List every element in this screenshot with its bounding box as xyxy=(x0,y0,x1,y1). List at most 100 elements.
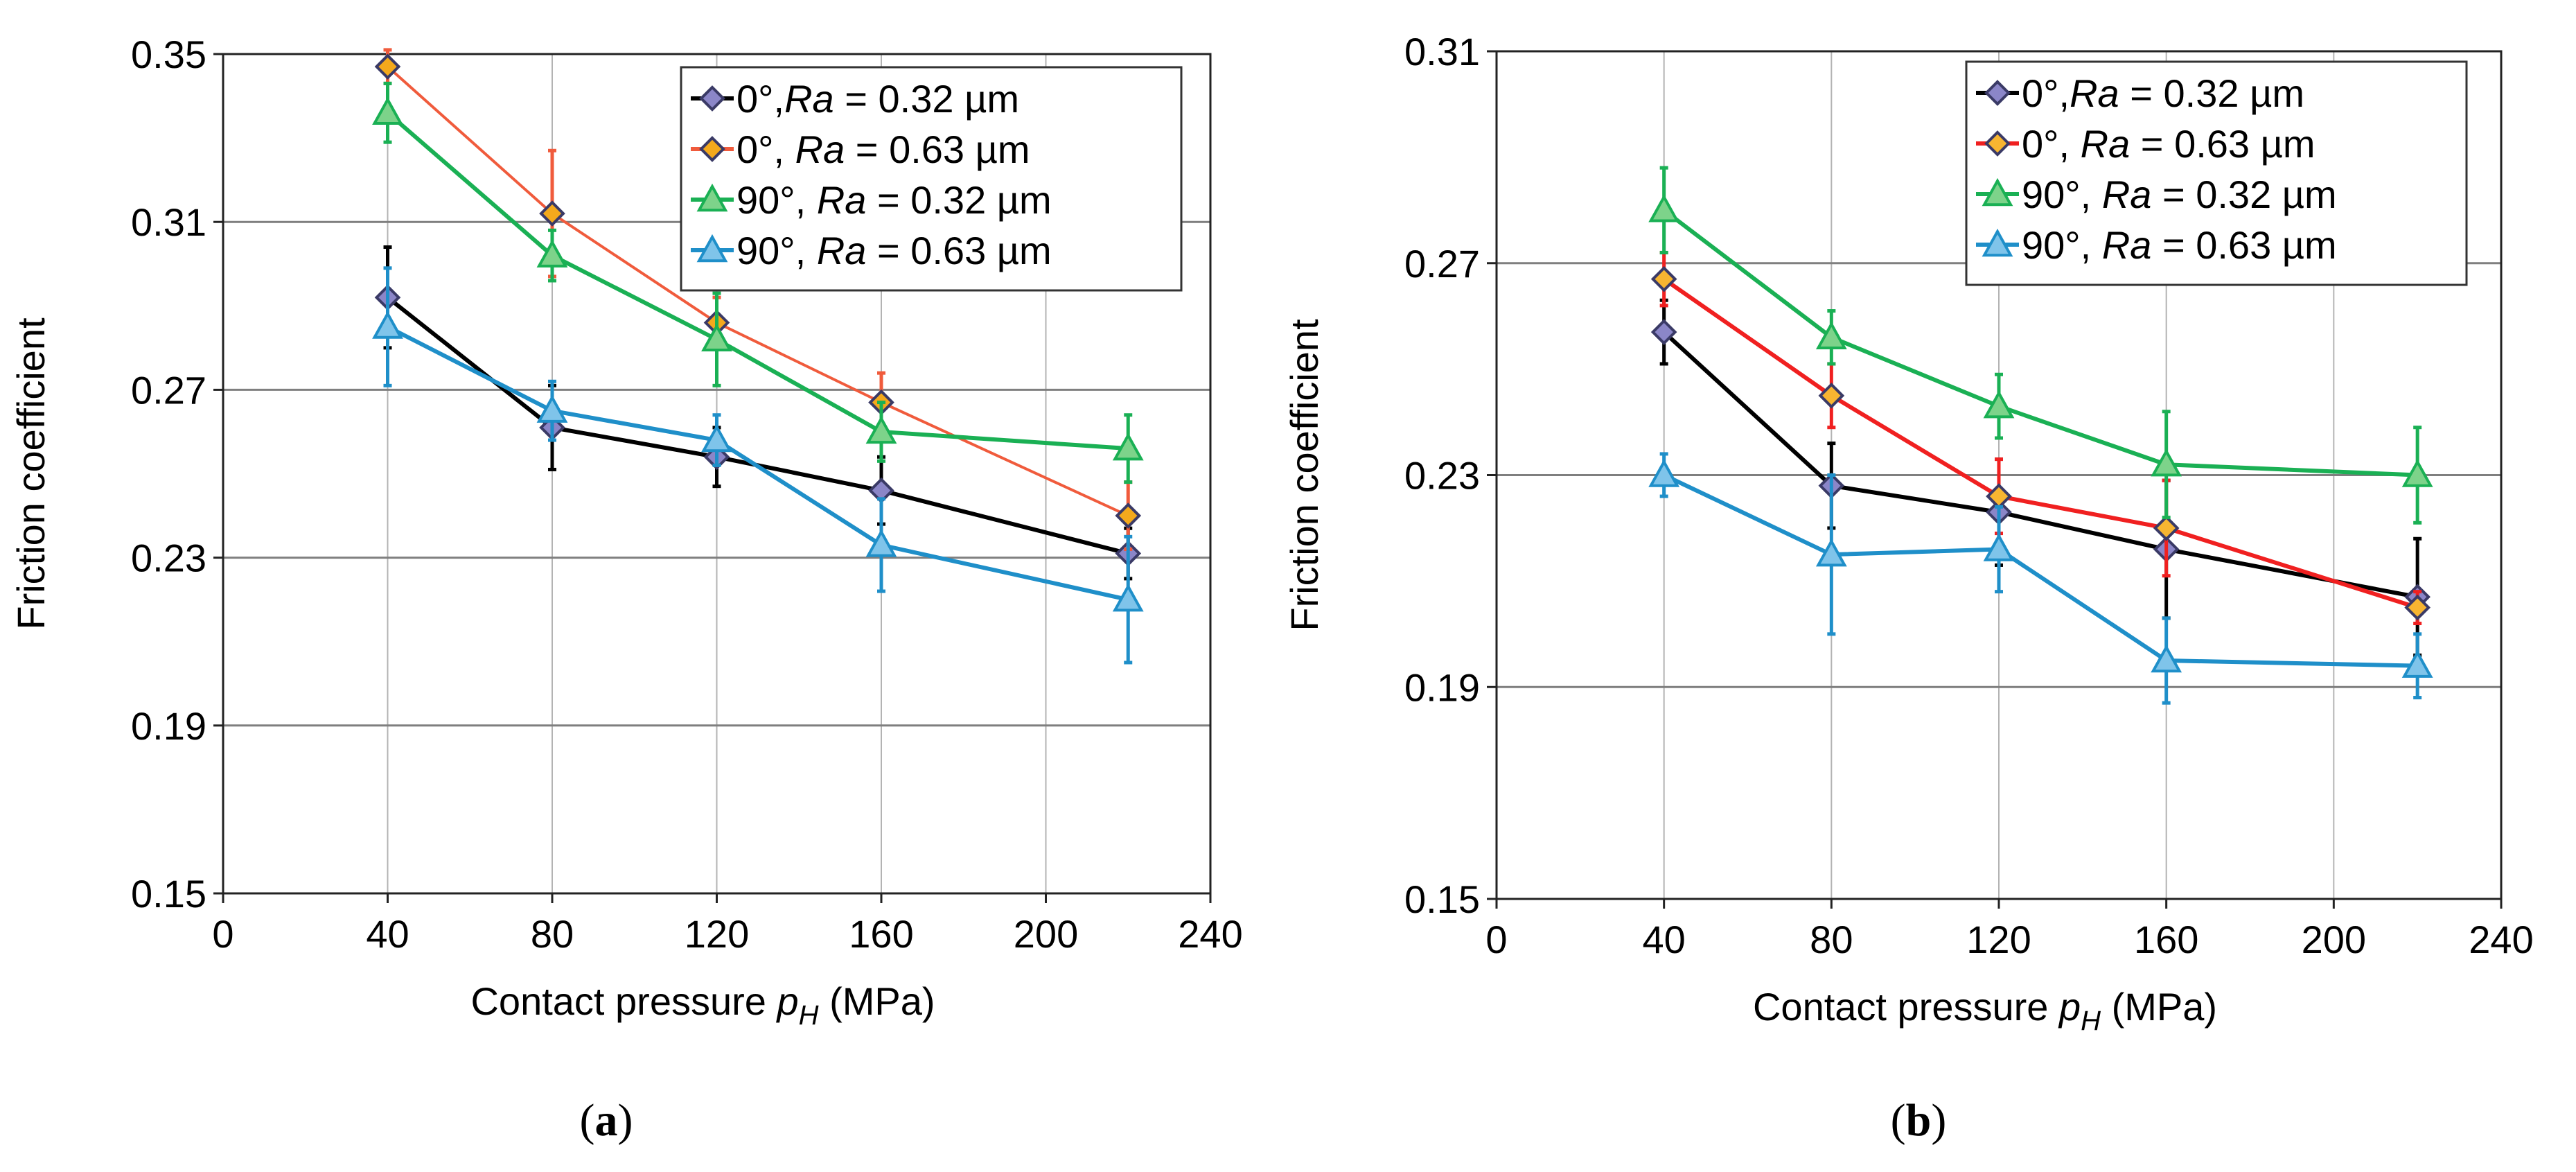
legend-item: 0°,Ra = 0.32 µm xyxy=(1976,71,2304,115)
x-tick-label: 120 xyxy=(685,912,749,956)
legend-item: 90°, Ra = 0.32 µm xyxy=(1976,173,2337,216)
data-point xyxy=(1650,265,1677,292)
data-point xyxy=(2401,459,2433,487)
y-tick-label: 0.19 xyxy=(131,704,206,748)
caption-open: ( xyxy=(580,1095,595,1146)
legend-angle: 90°, xyxy=(2022,173,2102,216)
y-axis-title: Friction coefficient xyxy=(9,317,53,630)
data-point xyxy=(372,96,403,125)
legend-item: 0°, Ra = 0.63 µm xyxy=(1976,122,2315,166)
panel-caption: (a) xyxy=(580,1095,633,1146)
legend-item: 90°, Ra = 0.63 µm xyxy=(1976,223,2337,267)
data-point xyxy=(1984,80,2011,106)
legend-item: 90°, Ra = 0.63 µm xyxy=(691,229,1052,272)
data-point xyxy=(2404,594,2431,621)
chart-panel-a: 0 40 80 120 160 200 240 0.15 0.19 0.23 0.27 0.31 0.3… xyxy=(9,33,1243,1146)
legend-value: = 0.32 µm xyxy=(2119,71,2304,115)
legend-angle: 0°, xyxy=(736,77,784,121)
legend-ra: Ra xyxy=(817,229,867,272)
legend-value: = 0.32 µm xyxy=(866,178,1051,222)
legend-angle: 0°, xyxy=(2022,122,2081,166)
data-point xyxy=(1112,432,1144,461)
x-axis-title-text: Contact pressure xyxy=(1753,985,2059,1029)
legend-value: = 0.63 µm xyxy=(845,128,1030,171)
caption-letter: a xyxy=(595,1095,618,1146)
legend-label: 0°, Ra = 0.63 µm xyxy=(736,128,1030,171)
y-tick-label: 0.23 xyxy=(1404,454,1480,498)
y-tick-label: 0.15 xyxy=(1404,877,1480,921)
legend-label: 90°, Ra = 0.32 µm xyxy=(2022,173,2337,216)
data-point xyxy=(699,136,725,162)
data-point xyxy=(1984,130,2011,157)
caption-letter: b xyxy=(1906,1095,1932,1146)
y-tick-label: 0.15 xyxy=(131,872,206,916)
legend-ra: Ra xyxy=(2102,173,2152,216)
y-tick-label: 0.27 xyxy=(131,368,206,412)
x-tick-label: 240 xyxy=(1178,912,1242,956)
legend-angle: 90°, xyxy=(2022,223,2102,267)
data-point xyxy=(696,183,728,212)
x-axis-title-subscript: H xyxy=(2081,1006,2101,1036)
x-tick-label: 0 xyxy=(212,912,233,956)
y-tick-label: 0.31 xyxy=(1404,30,1480,73)
legend-label: 90°, Ra = 0.63 µm xyxy=(736,229,1052,272)
chart-panel-b: 0 40 80 120 160 200 240 0.15 0.19 0.23 0.27 0.31 Con… xyxy=(1282,30,2534,1146)
x-axis-title-unit: (MPa) xyxy=(819,979,935,1023)
legend-angle: 0°, xyxy=(2022,71,2070,115)
legend-value: = 0.63 µm xyxy=(2151,223,2336,267)
y-tick-label: 0.35 xyxy=(131,33,206,76)
data-point xyxy=(1115,502,1142,529)
y-axis-title: Friction coefficient xyxy=(1282,319,1326,631)
legend-value: = 0.63 µm xyxy=(2130,122,2315,166)
legend-label: 90°, Ra = 0.63 µm xyxy=(2022,223,2337,267)
legend-ra: Ra xyxy=(795,128,845,171)
data-point xyxy=(2151,448,2182,477)
legend-ra: Ra xyxy=(2081,122,2131,166)
x-axis-title-unit: (MPa) xyxy=(2101,985,2217,1029)
legend-ra: Ra xyxy=(2070,71,2119,115)
legend-box xyxy=(680,66,1183,292)
legend-label: 0°,Ra = 0.32 µm xyxy=(736,77,1019,121)
x-tick-label: 120 xyxy=(1966,918,2031,961)
data-point xyxy=(1815,539,1847,567)
caption-close: ) xyxy=(618,1095,633,1146)
legend-angle: 90°, xyxy=(736,229,817,272)
x-axis-title-text: Contact pressure xyxy=(470,979,777,1023)
legend-label: 0°,Ra = 0.32 µm xyxy=(2022,71,2304,115)
y-tick-label: 0.31 xyxy=(131,200,206,244)
data-point xyxy=(1815,321,1847,349)
x-tick-label: 40 xyxy=(366,912,409,956)
series-3 xyxy=(372,266,1144,665)
legend-angle: 0°, xyxy=(736,128,795,171)
x-axis-title-variable: p xyxy=(775,979,798,1023)
legend-ra: Ra xyxy=(784,77,834,121)
legend-item: 0°,Ra = 0.32 µm xyxy=(691,77,1019,121)
data-point xyxy=(1112,584,1144,612)
x-axis-title: Contact pressure pH (MPa) xyxy=(1753,985,2217,1036)
legend-value: = 0.32 µm xyxy=(834,77,1019,121)
x-tick-label: 40 xyxy=(1643,918,1686,961)
data-point xyxy=(1818,383,1845,409)
legend-ra: Ra xyxy=(2102,223,2152,267)
series-2 xyxy=(372,81,1144,484)
x-tick-label: 200 xyxy=(1014,912,1078,956)
data-point xyxy=(2153,515,2180,541)
data-point xyxy=(372,311,403,339)
data-point xyxy=(374,53,401,80)
caption-close: ) xyxy=(1931,1095,1946,1146)
legend-value: = 0.63 µm xyxy=(866,229,1051,272)
data-point xyxy=(539,200,565,227)
x-tick-label: 0 xyxy=(1485,918,1507,961)
data-point xyxy=(1982,228,2013,257)
y-tick-label: 0.27 xyxy=(1404,242,1480,286)
data-point xyxy=(1983,533,2015,561)
data-point xyxy=(2151,644,2182,673)
data-point xyxy=(1982,177,2013,207)
data-point xyxy=(1650,319,1677,345)
data-point xyxy=(865,415,897,444)
x-axis-title-variable: p xyxy=(2058,985,2081,1029)
